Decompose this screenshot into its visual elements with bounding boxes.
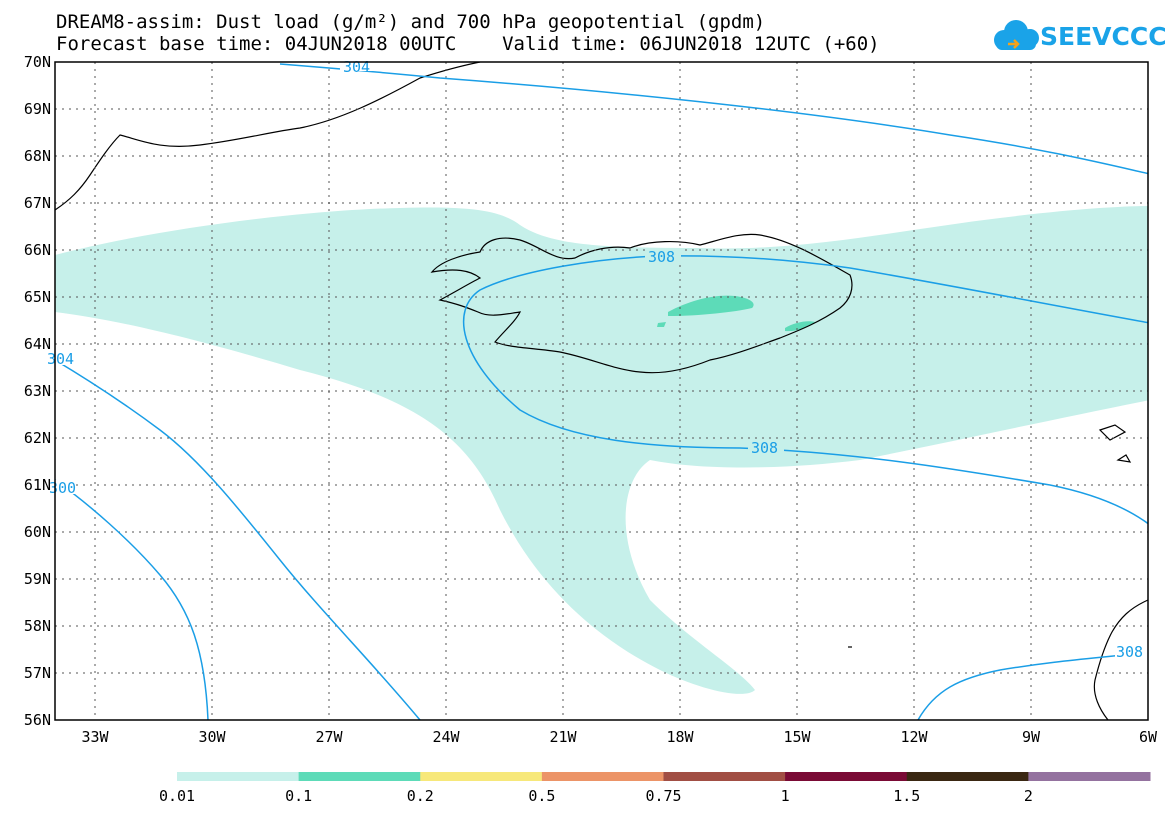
iceland-coast xyxy=(430,233,853,374)
faroe-coast xyxy=(1098,424,1132,463)
lon-tick-label: 12W xyxy=(900,728,928,746)
lat-tick-label: 60N xyxy=(24,523,51,541)
map-title-line-2: Forecast base time: 04JUN2018 00UTC Vali… xyxy=(56,33,880,55)
colorbar-tick-label: 0.2 xyxy=(407,787,434,805)
colorbar-segment xyxy=(785,772,908,781)
cloud-icon xyxy=(994,20,1039,50)
logo-text: SEEVCCC xyxy=(1040,22,1167,51)
lat-tick-label: 59N xyxy=(24,570,51,588)
colorbar-tick-label: 0.01 xyxy=(159,787,195,805)
contour-label: 308 xyxy=(1116,643,1143,661)
dust-patch-medium xyxy=(785,321,815,332)
lat-tick-label: 68N xyxy=(24,147,51,165)
lat-tick-label: 63N xyxy=(24,382,51,400)
lat-tick-label: 69N xyxy=(24,100,51,118)
colorbar-segment xyxy=(420,772,543,781)
latitude-labels: 70N 69N 68N 67N 66N 65N 64N 63N 62N 61N 60N 59N 58N 5… xyxy=(24,53,51,729)
dust-patch-medium xyxy=(657,322,666,327)
colorbar-tick-label: 0.75 xyxy=(645,787,681,805)
lon-tick-label: 15W xyxy=(783,728,811,746)
lon-tick-label: 30W xyxy=(198,728,226,746)
lon-tick-label: 18W xyxy=(666,728,694,746)
colorbar-tick-label: 0.1 xyxy=(285,787,312,805)
contour-308-south xyxy=(917,651,1148,720)
lon-tick-label: 33W xyxy=(81,728,109,746)
greenland-coast xyxy=(55,62,481,211)
longitude-labels: 33W 30W 27W 24W 21W 18W 15W 12W 9W 6W xyxy=(81,728,1158,746)
contour-label: 308 xyxy=(648,248,675,266)
geopotential-contours xyxy=(55,63,1148,720)
colorbar-segment xyxy=(663,772,786,781)
colorbar-ticks: 0.01 0.1 0.2 0.5 0.75 1 1.5 2 xyxy=(159,787,1033,805)
lon-tick-label: 21W xyxy=(549,728,577,746)
lat-tick-label: 70N xyxy=(24,53,51,71)
colorbar-tick-label: 1.5 xyxy=(893,787,920,805)
colorbar-segment xyxy=(1028,772,1151,781)
lat-tick-label: 58N xyxy=(24,617,51,635)
colorbar-tick-label: 0.5 xyxy=(528,787,555,805)
colorbar-tick-label: 1 xyxy=(781,787,790,805)
lat-tick-label: 56N xyxy=(24,711,51,729)
lat-tick-label: 64N xyxy=(24,335,51,353)
lat-tick-label: 62N xyxy=(24,429,51,447)
grid-lines xyxy=(55,62,1148,720)
map-title-line-1: DREAM8-assim: Dust load (g/m²) and 700 h… xyxy=(56,11,766,33)
lat-tick-label: 67N xyxy=(24,194,51,212)
contour-308-iceland xyxy=(462,255,1148,525)
lon-tick-label: 6W xyxy=(1139,728,1158,746)
colorbar-segment xyxy=(298,772,421,781)
colorbar-segment xyxy=(177,772,300,781)
contour-label: 304 xyxy=(47,350,74,368)
coastlines xyxy=(55,62,1148,720)
colorbar-tick-label: 2 xyxy=(1024,787,1033,805)
lon-tick-label: 24W xyxy=(432,728,460,746)
contour-304-north xyxy=(279,63,1148,175)
lat-tick-label: 61N xyxy=(24,476,51,494)
contour-label: 304 xyxy=(343,58,370,76)
colorbar-segment xyxy=(541,772,664,781)
contour-label: 300 xyxy=(49,479,76,497)
lon-tick-label: 27W xyxy=(315,728,343,746)
dust-plume-light xyxy=(55,206,1148,694)
scotland-coast xyxy=(1093,599,1148,720)
dust-layer xyxy=(55,206,1148,694)
contour-304-west xyxy=(55,359,421,720)
map-frame xyxy=(54,61,1149,721)
colorbar xyxy=(177,772,1151,781)
lon-tick-label: 9W xyxy=(1022,728,1041,746)
dust-patch-medium xyxy=(668,295,754,316)
lat-tick-label: 57N xyxy=(24,664,51,682)
lat-tick-label: 66N xyxy=(24,241,51,259)
lat-tick-label: 65N xyxy=(24,288,51,306)
contour-300-west xyxy=(55,479,209,720)
contour-label: 308 xyxy=(751,439,778,457)
colorbar-segment xyxy=(906,772,1029,781)
